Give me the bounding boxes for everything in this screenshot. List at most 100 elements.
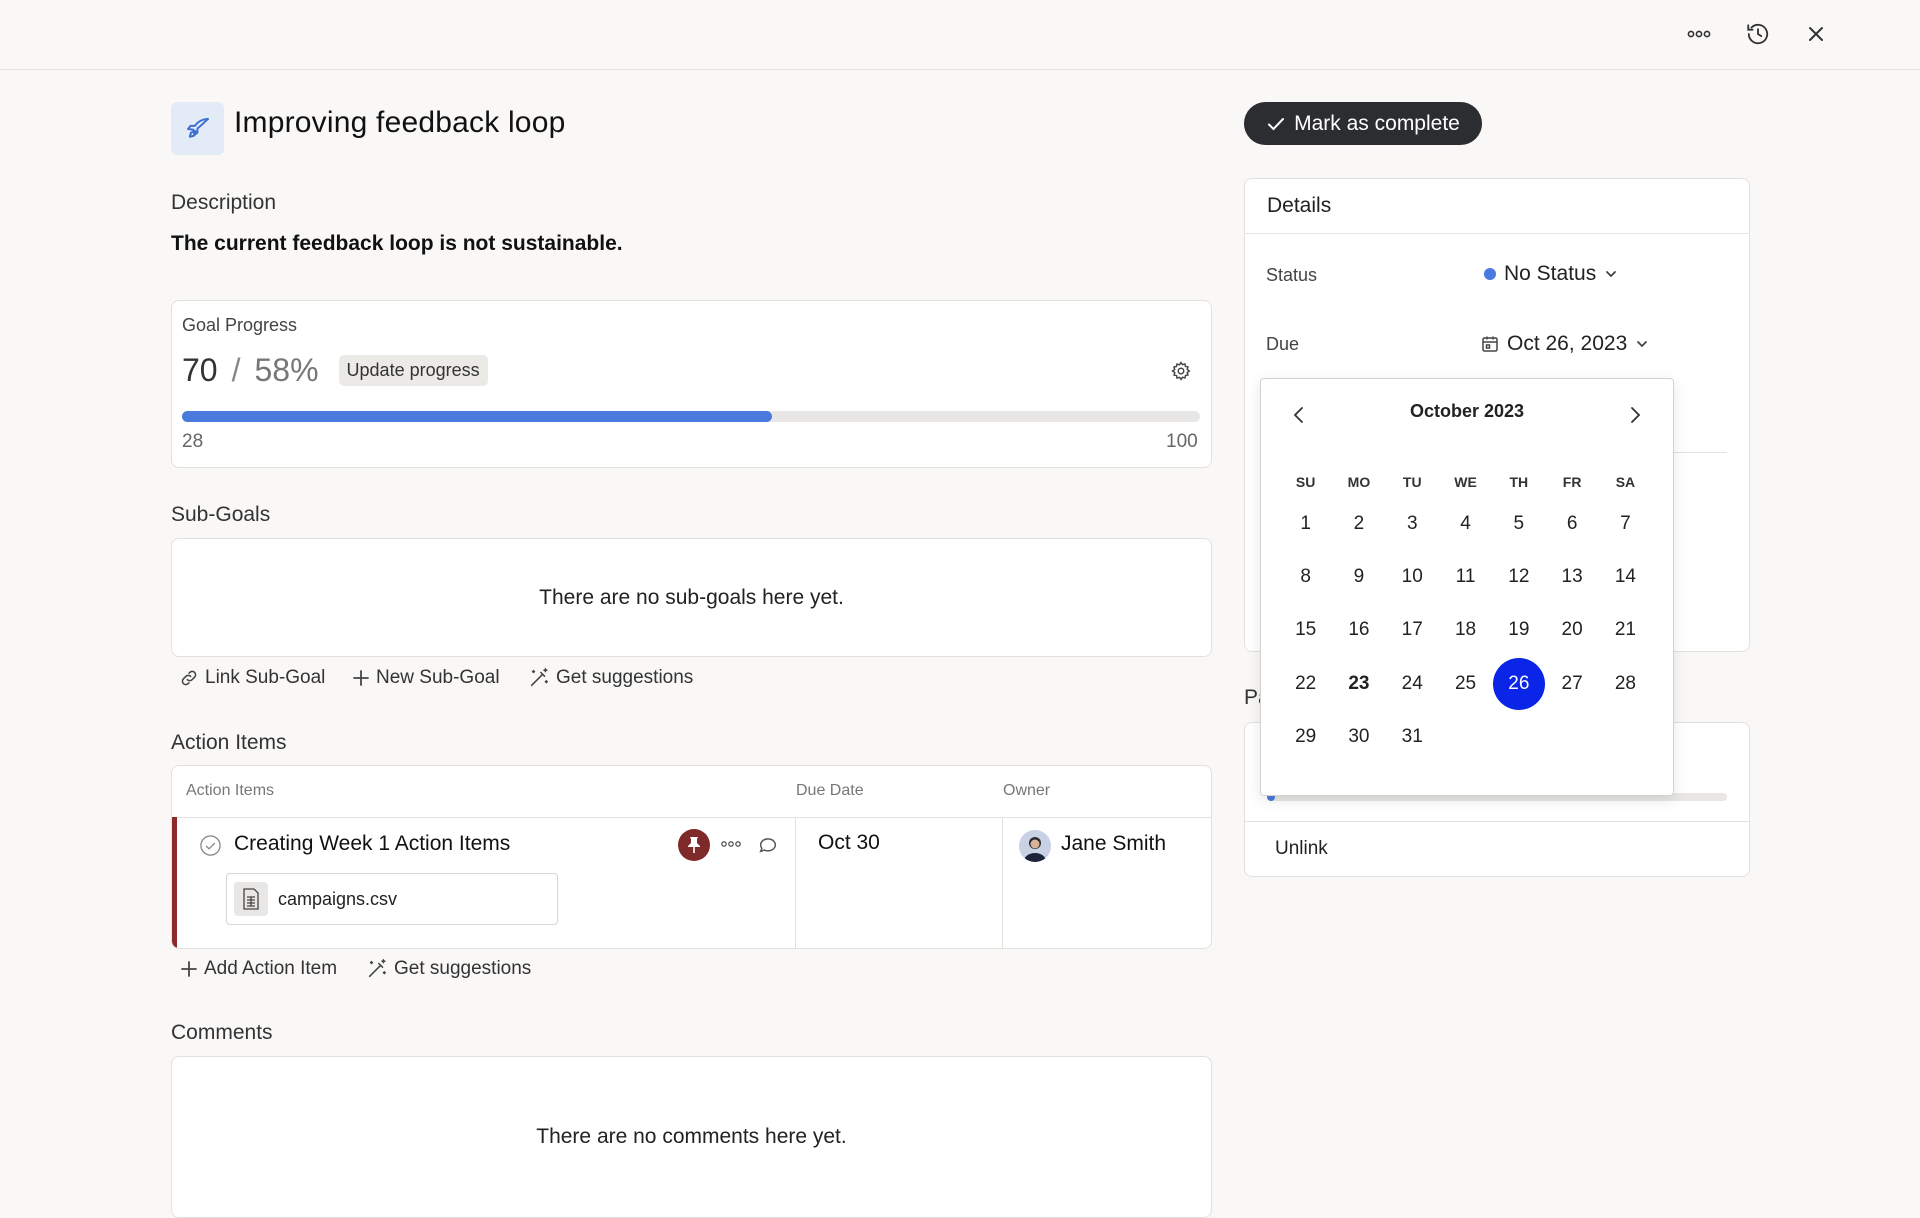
chevron-left-icon	[1293, 407, 1303, 423]
subgoal-suggestions-button[interactable]: Get suggestions	[528, 667, 693, 689]
mark-complete-button[interactable]: Mark as complete	[1244, 102, 1482, 145]
magic-wand-icon	[368, 959, 387, 978]
action-item-due[interactable]: Oct 30	[818, 831, 880, 854]
link-subgoal-label: Link Sub-Goal	[205, 667, 326, 688]
settings-gear-icon[interactable]	[1170, 360, 1192, 387]
calendar-day[interactable]: 19	[1508, 619, 1530, 641]
col-header-owner: Owner	[1003, 782, 1051, 799]
calendar-day[interactable]: 2	[1353, 512, 1365, 534]
magic-wand-icon	[530, 668, 549, 687]
calendar-day[interactable]: 13	[1561, 565, 1583, 587]
calendar-day[interactable]: 25	[1454, 672, 1477, 694]
calendar-day[interactable]: 10	[1401, 565, 1423, 587]
action-items-heading: Action Items	[171, 731, 287, 754]
calendar-day[interactable]: 12	[1508, 565, 1530, 587]
calendar-day[interactable]: 20	[1561, 619, 1583, 641]
subgoals-heading: Sub-Goals	[171, 503, 271, 526]
comment-icon[interactable]	[757, 834, 779, 861]
progress-percent: 58%	[254, 352, 319, 388]
goal-progress-label: Goal Progress	[182, 315, 298, 335]
due-date-dropdown[interactable]: Oct 26, 2023	[1481, 332, 1649, 356]
link-subgoal-button[interactable]: Link Sub-Goal	[179, 667, 325, 689]
update-progress-button[interactable]: Update progress	[338, 355, 488, 386]
add-action-item-button[interactable]: Add Action Item	[180, 958, 337, 980]
weekday-header: TH	[1509, 474, 1529, 490]
goal-icon	[171, 102, 224, 155]
comments-empty-text: There are no comments here yet.	[536, 1125, 847, 1148]
calendar-grid: SU MO TU WE TH FR SA 1 2 3 4 5 6 7 8 9 10 11 12 13 14 15 16 17 1…	[1279, 467, 1652, 763]
spreadsheet-file-icon	[234, 882, 268, 916]
calendar-day[interactable]: 24	[1401, 672, 1423, 694]
calendar-day[interactable]: 3	[1406, 512, 1418, 534]
linked-progress-track	[1267, 793, 1727, 801]
subgoals-empty-card: There are no sub-goals here yet.	[171, 538, 1212, 657]
action-item-owner[interactable]: Jane Smith	[1061, 832, 1167, 855]
calendar-day[interactable]: 18	[1454, 619, 1477, 641]
weekday-header: WE	[1454, 474, 1477, 490]
chevron-down-icon	[1606, 271, 1617, 278]
comments-empty-card: There are no comments here yet.	[171, 1056, 1212, 1218]
subgoals-empty-text: There are no sub-goals here yet.	[539, 585, 844, 609]
calendar-day[interactable]: 27	[1561, 672, 1583, 694]
calendar-day[interactable]: 23	[1348, 672, 1370, 694]
action-item-title[interactable]: Creating Week 1 Action Items	[234, 832, 511, 855]
prev-month-button[interactable]	[1285, 401, 1313, 429]
row-priority-marker	[172, 817, 177, 948]
calendar-day[interactable]: 8	[1300, 565, 1311, 587]
pin-icon[interactable]	[678, 829, 710, 861]
attachment-name: campaigns.csv	[278, 888, 398, 909]
chevron-down-icon	[1637, 341, 1648, 348]
progress-track	[182, 411, 1200, 422]
progress-separator: /	[231, 352, 241, 388]
history-icon[interactable]	[1740, 16, 1776, 52]
chevron-right-icon	[1631, 407, 1641, 423]
new-subgoal-button[interactable]: New Sub-Goal	[352, 667, 500, 689]
calendar-day[interactable]: 17	[1401, 619, 1423, 641]
more-icon[interactable]	[1681, 16, 1717, 52]
status-dropdown[interactable]: No Status	[1484, 262, 1618, 286]
progress-fill	[182, 411, 773, 422]
progress-current: 70	[182, 352, 218, 388]
description-text[interactable]: The current feedback loop is not sustain…	[171, 232, 623, 255]
row-more-icon[interactable]	[720, 835, 742, 853]
calendar-day[interactable]: 22	[1295, 672, 1317, 694]
calendar-icon	[1482, 336, 1498, 352]
next-month-button[interactable]	[1621, 401, 1649, 429]
attachment-chip[interactable]: campaigns.csv	[226, 873, 558, 925]
calendar-day[interactable]: 1	[1300, 512, 1311, 534]
calendar-month-title: October 2023	[1409, 401, 1525, 421]
description-label: Description	[171, 191, 277, 214]
unlink-button[interactable]: Unlink	[1275, 838, 1328, 859]
calendar-day[interactable]: 31	[1401, 725, 1423, 747]
close-icon[interactable]	[1798, 16, 1834, 52]
calendar-day[interactable]: 7	[1620, 512, 1631, 534]
linked-divider	[1245, 821, 1749, 822]
calendar-day[interactable]: 5	[1513, 512, 1525, 534]
page-title: Improving feedback loop	[234, 106, 566, 139]
weekday-header: MO	[1347, 474, 1371, 490]
action-suggestions-button[interactable]: Get suggestions	[366, 958, 531, 980]
calendar-day[interactable]: 16	[1348, 619, 1370, 641]
weekday-header: TU	[1402, 474, 1422, 490]
date-picker-popover: October 2023 SU MO TU WE TH FR SA 1 2 3 4 5 6 7 8 9 10 11…	[1260, 378, 1674, 796]
calendar-day[interactable]: 9	[1353, 565, 1365, 587]
calendar-day[interactable]: 11	[1455, 565, 1476, 587]
calendar-day[interactable]: 14	[1614, 565, 1636, 587]
weekday-header: FR	[1562, 474, 1582, 490]
top-bar	[0, 0, 1920, 70]
progress-values: 70 / 58% Update progress	[182, 352, 488, 389]
calendar-day[interactable]: 30	[1348, 725, 1370, 747]
calendar-day[interactable]: 6	[1566, 512, 1578, 534]
action-suggestions-label: Get suggestions	[394, 958, 532, 979]
column-divider	[795, 817, 796, 948]
status-dot	[1484, 268, 1496, 280]
calendar-day[interactable]: 29	[1295, 725, 1317, 747]
calendar-day[interactable]: 21	[1614, 619, 1636, 641]
calendar-day[interactable]: 15	[1295, 619, 1317, 641]
progress-min: 28	[182, 431, 204, 452]
mark-complete-label: Mark as complete	[1294, 111, 1460, 135]
calendar-day[interactable]: 28	[1614, 672, 1636, 694]
complete-checkbox[interactable]	[199, 834, 222, 862]
calendar-day[interactable]: 4	[1460, 512, 1471, 534]
calendar-day-selected[interactable]: 26	[1492, 657, 1545, 710]
